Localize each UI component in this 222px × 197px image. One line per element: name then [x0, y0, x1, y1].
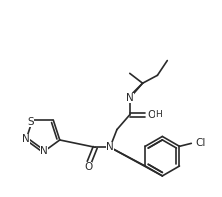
Text: N: N — [126, 93, 134, 103]
Text: Cl: Cl — [195, 138, 205, 148]
Text: O: O — [84, 162, 92, 172]
Text: O: O — [147, 110, 156, 120]
Text: S: S — [27, 117, 34, 127]
Text: N: N — [106, 142, 114, 152]
Text: N: N — [22, 134, 30, 144]
Text: H: H — [155, 110, 162, 119]
Text: N: N — [40, 146, 48, 156]
